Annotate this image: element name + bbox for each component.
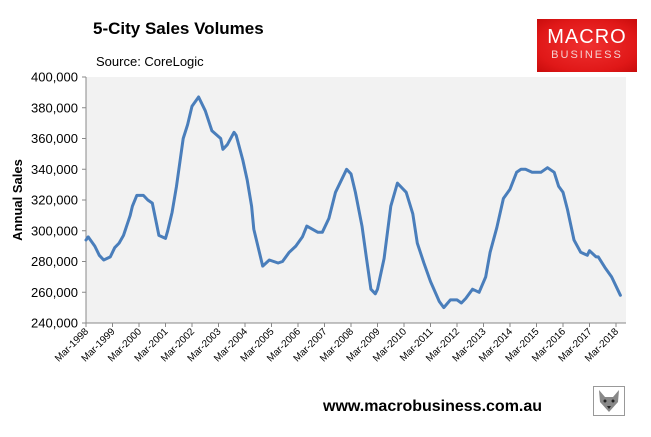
macrobusiness-logo: MACRO BUSINESS <box>537 19 637 72</box>
y-tick-label: 300,000 <box>31 223 78 238</box>
wolf-head-icon <box>593 386 625 416</box>
logo-line2: BUSINESS <box>551 49 623 61</box>
y-axis-label: Annual Sales <box>10 159 25 241</box>
chart-title: 5-City Sales Volumes <box>93 19 264 38</box>
logo-line1: MACRO <box>547 26 627 48</box>
y-tick-label: 400,000 <box>31 70 78 85</box>
y-tick-label: 240,000 <box>31 316 78 331</box>
website-url: www.macrobusiness.com.au <box>323 398 543 415</box>
series-line <box>84 95 622 310</box>
y-tick-label: 340,000 <box>31 162 78 177</box>
y-tick-label: 380,000 <box>31 100 78 115</box>
y-tick-label: 360,000 <box>31 131 78 146</box>
y-tick-label: 260,000 <box>31 285 78 300</box>
y-tick-label: 320,000 <box>31 193 78 208</box>
y-tick-label: 280,000 <box>31 254 78 269</box>
chart-source: Source: CoreLogic <box>96 54 204 69</box>
